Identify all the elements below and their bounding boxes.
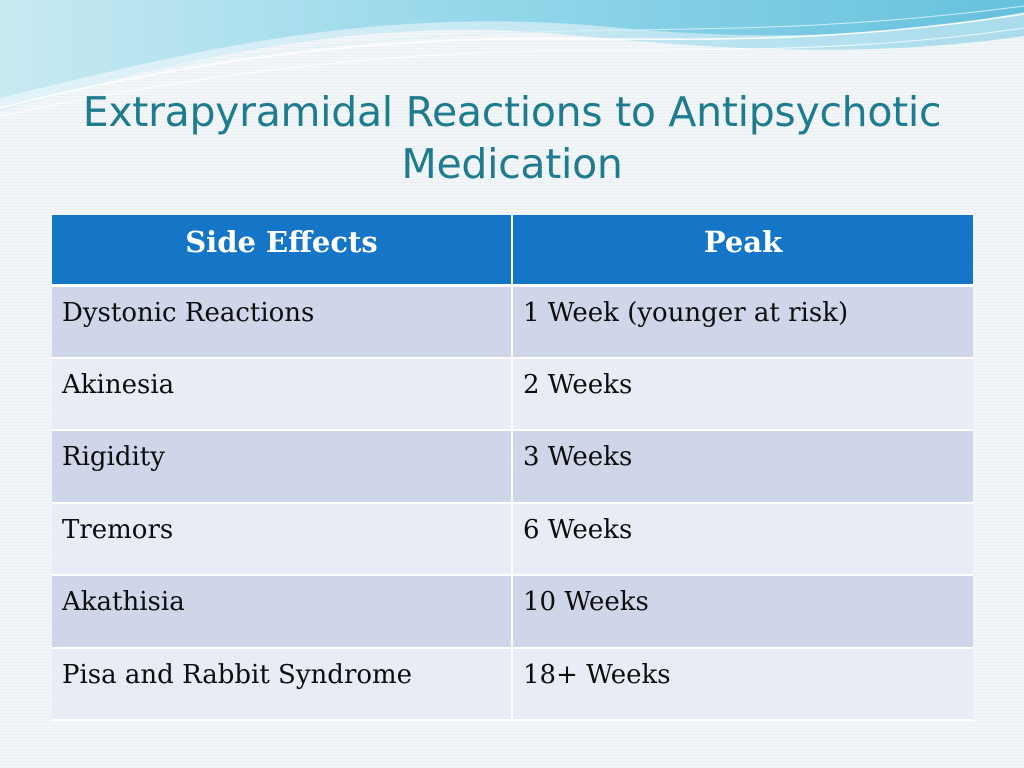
header-side-effects: Side Effects	[52, 215, 513, 287]
peak-cell: 2 Weeks	[512, 357, 973, 431]
peak-cell: 6 Weeks	[512, 502, 973, 576]
table-header-row: Side Effects Peak	[52, 215, 973, 287]
table-row: Pisa and Rabbit Syndrome 18+ Weeks	[52, 647, 973, 721]
peak-cell: 1 Week (younger at risk)	[512, 285, 973, 359]
table-row: Rigidity 3 Weeks	[52, 430, 973, 504]
header-peak: Peak	[512, 215, 973, 287]
decorative-wave-banner	[0, 0, 1024, 117]
peak-cell: 18+ Weeks	[512, 647, 973, 721]
peak-cell: 3 Weeks	[512, 430, 973, 504]
table-row: Tremors 6 Weeks	[52, 502, 973, 576]
slide-title: Extrapyramidal Reactions to Antipsychoti…	[82, 88, 942, 188]
side-effect-cell: Pisa and Rabbit Syndrome	[52, 647, 513, 721]
side-effect-cell: Dystonic Reactions	[52, 285, 513, 359]
side-effect-cell: Rigidity	[52, 430, 513, 504]
table-row: Akinesia 2 Weeks	[52, 357, 973, 431]
side-effect-cell: Tremors	[52, 502, 513, 576]
table-row: Dystonic Reactions 1 Week (younger at ri…	[52, 285, 973, 359]
side-effect-cell: Akinesia	[52, 357, 513, 431]
side-effect-cell: Akathisia	[52, 575, 513, 649]
table-row: Akathisia 10 Weeks	[52, 575, 973, 649]
side-effects-table: Side Effects Peak Dystonic Reactions 1 W…	[52, 215, 973, 721]
peak-cell: 10 Weeks	[512, 575, 973, 649]
